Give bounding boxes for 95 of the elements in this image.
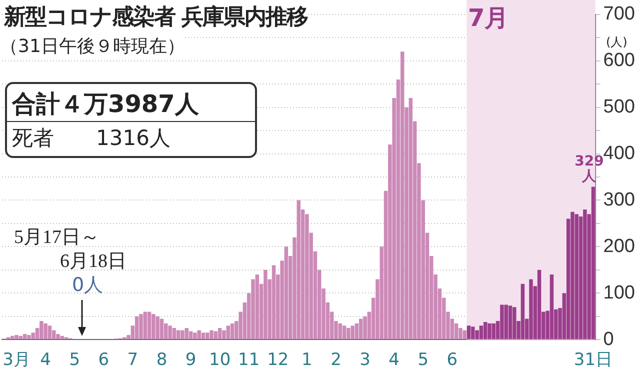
bar xyxy=(529,279,533,340)
bar xyxy=(160,318,164,340)
bar xyxy=(197,330,201,340)
bar xyxy=(504,304,508,340)
y-tick-label: 200 xyxy=(603,236,635,257)
bar xyxy=(206,332,210,340)
bar xyxy=(284,246,288,340)
y-tick-label: 700 xyxy=(603,4,635,25)
bar xyxy=(40,321,44,340)
y-axis-title: (人) xyxy=(606,34,628,51)
bar xyxy=(342,326,346,340)
bar xyxy=(201,332,206,340)
bar xyxy=(483,322,488,340)
bar xyxy=(520,284,525,340)
annotation: 死者 1316人 xyxy=(12,125,170,152)
annotation: 5月17日～ xyxy=(14,226,100,250)
bar xyxy=(508,306,512,340)
y-tick-label: 500 xyxy=(603,96,635,118)
y-tick-label: 0 xyxy=(603,328,614,350)
bar xyxy=(214,331,218,340)
bar xyxy=(134,316,139,340)
y-tick-label: 100 xyxy=(603,282,635,304)
bar xyxy=(14,334,18,340)
x-tick-label: 6 xyxy=(446,350,458,370)
bar xyxy=(264,270,268,340)
x-tick-label: 3 xyxy=(360,350,370,370)
bar xyxy=(184,328,188,340)
x-tick-label: 9 xyxy=(185,350,196,370)
bar xyxy=(44,323,48,340)
text: （31日午後９時現在） xyxy=(0,34,185,58)
bar xyxy=(152,314,156,340)
annotation: 合計４万3987人 xyxy=(12,89,199,120)
x-tick-label: 12 xyxy=(267,350,289,370)
bar xyxy=(359,318,363,340)
bar xyxy=(583,210,587,340)
bar xyxy=(188,331,193,340)
bar xyxy=(210,330,214,340)
bar xyxy=(492,323,496,340)
bar xyxy=(272,265,276,340)
bar xyxy=(22,334,27,340)
bar xyxy=(255,274,260,340)
bar xyxy=(338,323,342,340)
bar xyxy=(400,52,404,340)
bar xyxy=(512,307,516,340)
bar xyxy=(139,314,143,340)
bar xyxy=(458,328,462,340)
x-tick-label: 11 xyxy=(238,350,260,370)
x-tick-label: 1 xyxy=(302,350,312,370)
bar xyxy=(176,330,180,340)
bar xyxy=(500,304,504,340)
annotation: 6月18日 xyxy=(60,250,126,274)
x-tick-label: 5 xyxy=(418,350,429,370)
x-tick-label: 2 xyxy=(330,350,342,370)
bar xyxy=(156,316,160,340)
bar xyxy=(218,328,222,340)
bar xyxy=(147,312,152,340)
bar xyxy=(488,323,492,340)
bar xyxy=(570,212,574,340)
x-tick-label: 7 xyxy=(127,350,138,370)
bar xyxy=(226,326,230,340)
bar xyxy=(48,326,52,340)
annotation: 0人 xyxy=(72,273,104,298)
bar xyxy=(230,323,234,340)
bar xyxy=(180,330,184,340)
x-tick-label: 6 xyxy=(98,350,110,370)
bar xyxy=(346,328,350,340)
x-tick-label: 3月 xyxy=(2,350,30,370)
bar xyxy=(466,326,471,340)
x-tick-label: 4 xyxy=(40,350,51,370)
x-tick-label: 8 xyxy=(156,350,168,370)
bar xyxy=(574,214,578,340)
bar xyxy=(143,312,148,340)
bar xyxy=(350,326,354,340)
bar xyxy=(537,270,542,340)
y-tick-label: 600 xyxy=(603,50,635,72)
bar xyxy=(193,332,197,340)
bar xyxy=(550,274,554,340)
annotation: 7月 xyxy=(468,3,509,34)
bar xyxy=(168,326,172,340)
bar xyxy=(408,98,413,340)
bar xyxy=(462,330,466,340)
x-tick-label: 5 xyxy=(69,350,80,370)
y-tick-label: 400 xyxy=(603,143,635,164)
bar xyxy=(296,200,301,340)
chart-title: 新型コロナ感染者 兵庫県内推移 xyxy=(4,2,308,32)
x-tick-label: 4 xyxy=(388,350,400,370)
bar xyxy=(471,326,475,340)
bar xyxy=(172,328,176,340)
bar xyxy=(27,334,31,340)
bar xyxy=(479,326,484,340)
bar xyxy=(56,334,60,340)
bar xyxy=(591,186,596,340)
x-tick-label: 10 xyxy=(209,350,231,370)
y-tick-label: 300 xyxy=(603,189,635,210)
x-tick-label: 31日 xyxy=(574,350,613,370)
